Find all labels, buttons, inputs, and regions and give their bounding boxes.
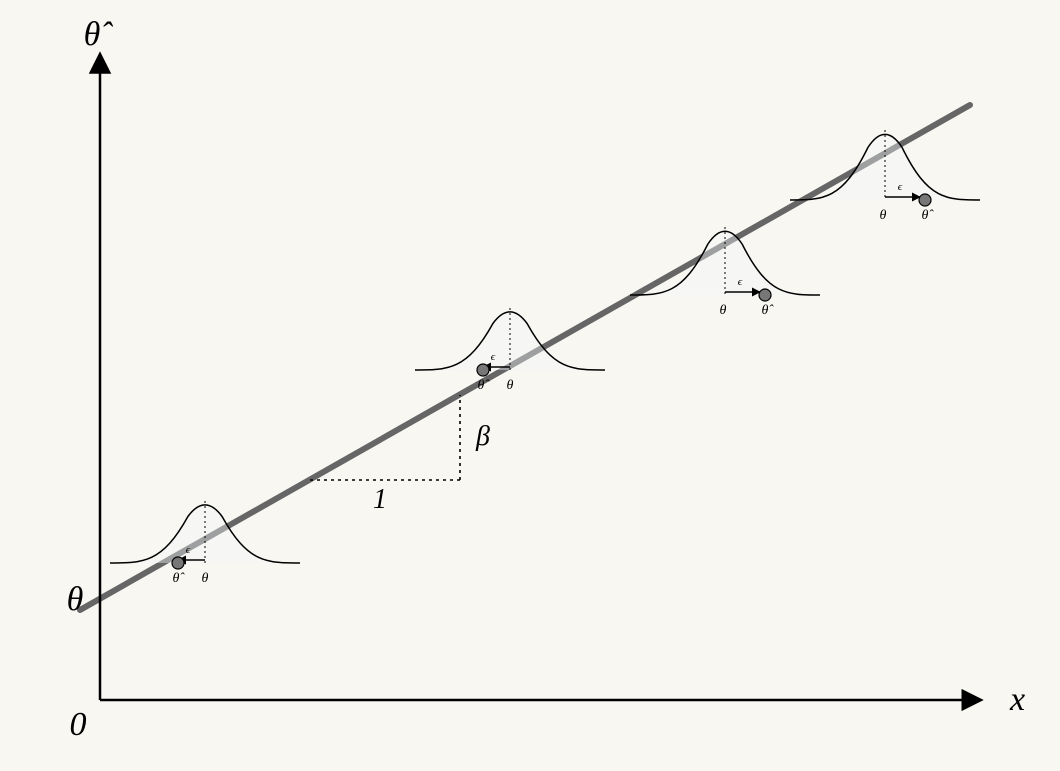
epsilon-label: ϵ [738, 276, 743, 288]
gaussian-sample: ϵ θ θ̂ [790, 130, 980, 223]
x-axis-label: x [1009, 681, 1025, 718]
theta-label: θ [202, 571, 209, 586]
origin-label: 0 [70, 706, 87, 743]
theta-label: θ [507, 378, 514, 393]
intercept-label: θ [67, 581, 84, 618]
epsilon-label: ϵ [491, 351, 496, 363]
y-axis-label: θ̂ [84, 16, 114, 53]
epsilon-label: ϵ [898, 181, 903, 193]
theta-hat-label: θ̂ [762, 303, 775, 318]
theta-label: θ [880, 208, 887, 223]
gaussian-sample: ϵ θ θ̂ [630, 227, 820, 318]
theta-hat-label: θ̂ [922, 208, 935, 223]
bell-curve [415, 312, 605, 370]
bell-curve [110, 505, 300, 563]
gaussian-sample: ϵ θ θ̂ [110, 501, 300, 586]
sample-point [477, 364, 489, 376]
sample-point [172, 557, 184, 569]
sample-point [919, 194, 931, 206]
slope-rise-label: β [475, 421, 490, 452]
slope-run-label: 1 [373, 484, 387, 515]
theta-label: θ [720, 303, 727, 318]
epsilon-label: ϵ [186, 544, 191, 556]
regression-diagram: x θ̂ 0 θ 1 β ϵθθ̂ϵθθ̂ϵθθ̂ϵθθ̂ [0, 0, 1060, 771]
gaussian-sample: ϵθθ̂ [415, 308, 605, 393]
theta-hat-label: θ̂ [173, 571, 186, 586]
sample-point [759, 289, 771, 301]
